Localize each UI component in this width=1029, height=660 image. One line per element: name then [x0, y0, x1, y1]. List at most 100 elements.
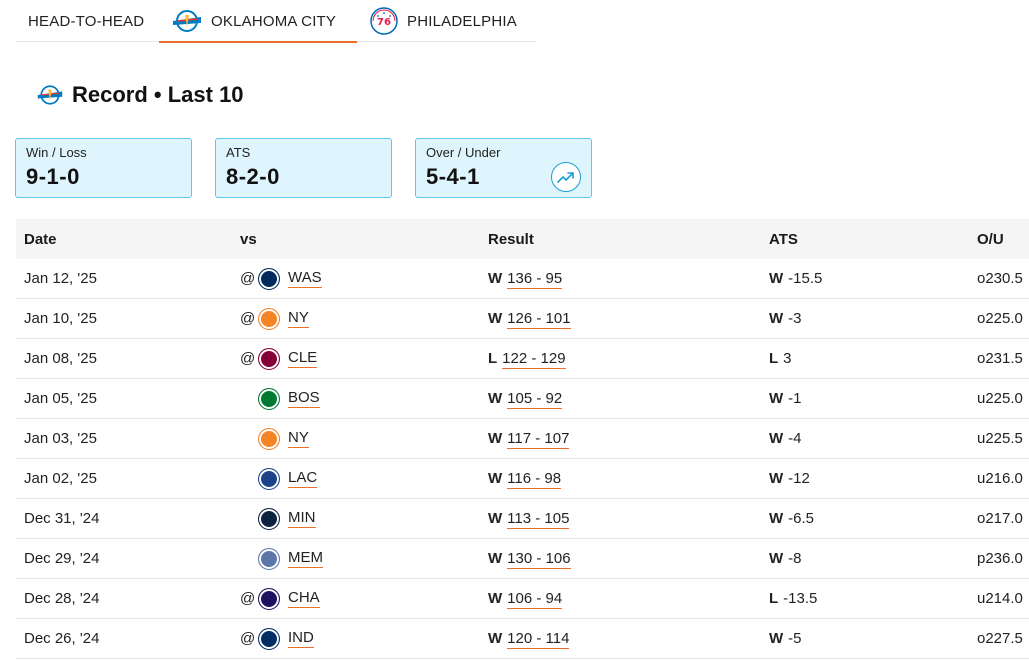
score-link[interactable]: 113 - 105 — [507, 510, 570, 529]
opponent-link[interactable]: MIN — [288, 509, 316, 528]
opponent-cell: @ CLE — [240, 347, 318, 370]
opponent-link[interactable]: NY — [288, 309, 309, 328]
card-value: 5-4-1 — [426, 164, 480, 189]
away-indicator: @ — [240, 310, 256, 327]
tab-oklahoma-city[interactable]: OKLAHOMA CITY — [159, 0, 357, 43]
result-cell: W 126 - 101 — [488, 310, 571, 329]
result-cell: W 106 - 94 — [488, 590, 563, 609]
table-row: Dec 26, '24 @ IND W 120 - 114 W -5 o227.5 — [16, 619, 1029, 659]
team-logo-icon — [258, 467, 280, 490]
ats-line: -5 — [788, 630, 802, 647]
away-indicator: @ — [240, 590, 256, 607]
ats-wl: L — [769, 350, 779, 367]
score-link[interactable]: 117 - 107 — [507, 430, 570, 449]
ats-cell: W -15.5 — [769, 270, 822, 287]
card-label: Win / Loss — [26, 145, 87, 160]
opponent-link[interactable]: CHA — [288, 589, 320, 608]
table-body: Jan 12, '25 @ WAS W 136 - 95 W -15.5 o230.5 Jan … — [16, 259, 1029, 659]
result-cell: W 116 - 98 — [488, 470, 562, 489]
game-date: Dec 31, '24 — [24, 510, 100, 527]
score-link[interactable]: 126 - 101 — [507, 310, 571, 329]
ats-cell: W -12 — [769, 470, 810, 487]
ats-wl: W — [769, 390, 784, 407]
header-ats[interactable]: ATS — [769, 230, 798, 248]
game-date: Jan 03, '25 — [24, 430, 97, 447]
opponent-link[interactable]: NY — [288, 429, 309, 448]
tab-label: PHILADELPHIA — [407, 12, 517, 30]
table-row: Jan 10, '25 @ NY W 126 - 101 W -3 o225.0 — [16, 299, 1029, 339]
ats-wl: W — [769, 510, 784, 527]
ats-wl: W — [769, 630, 784, 647]
away-indicator: @ — [240, 630, 256, 647]
away-indicator: @ — [240, 350, 256, 367]
sixers-logo-icon: 76 — [369, 6, 399, 36]
ats-cell: W -4 — [769, 430, 802, 447]
ats-line: -4 — [788, 430, 802, 447]
score-link[interactable]: 130 - 106 — [507, 550, 571, 569]
ats-wl: W — [769, 550, 784, 567]
over-under-value: o217.0 — [977, 510, 1023, 527]
team-logo-icon — [258, 507, 280, 530]
game-date: Dec 26, '24 — [24, 630, 100, 647]
ats-wl: W — [769, 430, 784, 447]
game-date: Jan 08, '25 — [24, 350, 97, 367]
score-link[interactable]: 106 - 94 — [507, 590, 563, 609]
result-cell: W 130 - 106 — [488, 550, 571, 569]
thunder-logo-icon — [36, 84, 64, 106]
result-wl: W — [488, 310, 503, 327]
opponent-cell: MEM — [240, 547, 323, 570]
opponent-link[interactable]: MEM — [288, 549, 323, 568]
record-summary-cards: Win / Loss 9-1-0 ATS 8-2-0 Over / Under … — [15, 138, 615, 198]
score-link[interactable]: 116 - 98 — [507, 470, 562, 489]
opponent-link[interactable]: LAC — [288, 469, 318, 488]
ats-wl: W — [769, 270, 784, 287]
result-cell: W 105 - 92 — [488, 390, 563, 409]
game-log-table: Date vs Result ATS O/U Jan 12, '25 @ WAS W 1… — [16, 219, 1029, 659]
score-link[interactable]: 136 - 95 — [507, 270, 563, 289]
header-date[interactable]: Date — [24, 230, 57, 248]
tab-philadelphia[interactable]: 76 PHILADELPHIA — [357, 0, 536, 42]
trend-up-icon[interactable] — [551, 162, 581, 192]
opponent-link[interactable]: IND — [288, 629, 314, 648]
over-under-value: u216.0 — [977, 470, 1023, 487]
opponent-link[interactable]: WAS — [288, 269, 322, 288]
tab-head-to-head[interactable]: HEAD-TO-HEAD — [16, 0, 159, 42]
over-under-value: o231.5 — [977, 350, 1023, 367]
opponent-link[interactable]: BOS — [288, 389, 320, 408]
score-link[interactable]: 120 - 114 — [507, 630, 570, 649]
over-under-value: o227.5 — [977, 630, 1023, 647]
game-date: Dec 29, '24 — [24, 550, 100, 567]
ats-line: -3 — [788, 310, 802, 327]
table-row: Jan 12, '25 @ WAS W 136 - 95 W -15.5 o230.5 — [16, 259, 1029, 299]
team-logo-icon — [258, 627, 280, 650]
header-vs[interactable]: vs — [240, 230, 257, 248]
result-wl: W — [488, 590, 503, 607]
over-under-value: u225.0 — [977, 390, 1023, 407]
score-link[interactable]: 122 - 129 — [502, 350, 566, 369]
opponent-cell: MIN — [240, 507, 316, 530]
over-under-value: p236.0 — [977, 550, 1023, 567]
header-ou[interactable]: O/U — [977, 230, 1004, 248]
opponent-cell: @ IND — [240, 627, 314, 650]
ats-line: -15.5 — [788, 270, 823, 287]
team-logo-icon — [258, 547, 280, 570]
svg-text:76: 76 — [377, 17, 391, 28]
table-row: Jan 02, '25 LAC W 116 - 98 W -12 u216.0 — [16, 459, 1029, 499]
score-link[interactable]: 105 - 92 — [507, 390, 563, 409]
header-result[interactable]: Result — [488, 230, 534, 248]
opponent-link[interactable]: CLE — [288, 349, 318, 368]
table-row: Jan 08, '25 @ CLE L 122 - 129 L 3 o231.5 — [16, 339, 1029, 379]
over-under-value: u225.5 — [977, 430, 1023, 447]
tab-label: OKLAHOMA CITY — [211, 12, 337, 30]
ats-line: -12 — [788, 470, 810, 487]
table-row: Dec 29, '24 MEM W 130 - 106 W -8 p236.0 — [16, 539, 1029, 579]
ats-cell: W -5 — [769, 630, 802, 647]
over-under-value: u214.0 — [977, 590, 1023, 607]
card-value: 9-1-0 — [26, 164, 80, 189]
opponent-cell: @ CHA — [240, 587, 320, 610]
team-tabs: HEAD-TO-HEAD OKLAHOMA CITY 76 PHILADELPH… — [16, 0, 536, 43]
away-indicator: @ — [240, 270, 256, 287]
result-cell: W 113 - 105 — [488, 510, 570, 529]
table-row: Jan 03, '25 NY W 117 - 107 W -4 u225.5 — [16, 419, 1029, 459]
